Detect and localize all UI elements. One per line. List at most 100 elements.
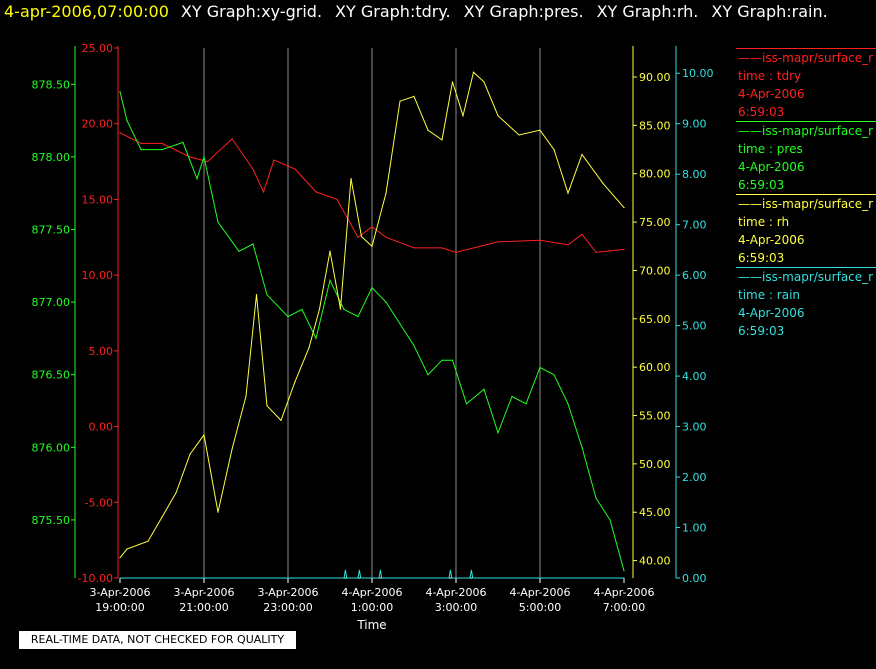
rh-y-tick-label: 50.00 [639,458,671,471]
rain-y-tick-label: 7.00 [682,219,707,232]
rain-data-point [344,569,346,572]
tdry-y-tick-label: 5.00 [89,345,114,358]
legend-time: 6:59:03 [738,105,785,119]
rain-y-tick-label: 5.00 [682,320,707,333]
rh-data-point [553,149,555,151]
rh-y-tick-label: 75.00 [639,216,671,229]
x-tick-label-time: 3:00:00 [435,601,477,614]
tdry-data-point [371,226,373,228]
pres-data-point [441,359,443,361]
header-title-tdry: XY Graph:tdry. [335,2,451,21]
legend-time: 6:59:03 [738,251,785,265]
rh-data-point [318,308,321,310]
legend-series-name: ——iss-mapr/surface_r [738,124,874,138]
x-tick-label-date: 4-Apr-2006 [341,586,402,599]
rain-data-point [343,577,345,579]
pres-data-point [553,374,555,376]
x-tick-label-time: 7:00:00 [603,601,645,614]
pres-data-point [497,432,499,434]
legend-variable: time : rh [738,215,790,229]
tdry-y-tick-label: 25.00 [82,42,114,55]
rh-y-tick-label: 60.00 [639,361,671,374]
legend-time: 6:59:03 [738,324,785,338]
pres-y-tick-label: 877.00 [32,296,71,309]
rh-data-point [147,540,149,542]
legend-entry-tdry: ——iss-mapr/surface_r time : tdry 4-Apr-2… [736,48,876,121]
pres-data-point [182,141,184,143]
pres-data-point [623,570,625,572]
rain-y-tick-label: 0.00 [682,572,707,585]
rh-data-point [483,81,485,83]
rh-data-point [472,71,475,73]
rh-data-point [231,448,233,450]
rain-data-point [451,577,453,579]
rain-y-tick-label: 3.00 [682,421,707,434]
tdry-data-point [140,142,142,144]
rh-data-point [217,511,219,513]
rain-data-point [378,577,380,579]
rh-data-point [339,308,342,310]
rh-data-point [518,134,520,136]
pres-data-point [343,308,345,310]
legend-date: 4-Apr-2006 [738,306,805,320]
pres-data-point [126,120,128,122]
tdry-data-point [252,168,254,170]
legend-date: 4-Apr-2006 [738,87,805,101]
tdry-data-point [294,168,296,170]
rh-data-point [539,129,541,131]
pres-y-tick-label: 876.00 [32,441,71,454]
rh-y-tick-label: 85.00 [639,119,671,132]
pres-data-point [525,403,527,405]
header-date: 4-apr-2006,07:00:00 [4,2,169,21]
x-tick-label-date: 4-Apr-2006 [509,586,570,599]
rain-y-tick-label: 4.00 [682,370,707,383]
tdry-y-tick-label: 20.00 [82,118,114,131]
x-tick-label-time: 21:00:00 [179,601,228,614]
tdry-data-point [623,248,625,250]
legend-variable: time : pres [738,142,803,156]
rain-y-tick-label: 8.00 [682,168,707,181]
pres-data-point [287,316,289,318]
legend-entry-pres: ——iss-mapr/surface_r time : pres 4-Apr-2… [736,121,876,194]
rain-data-point [470,569,472,572]
pres-series-line [119,91,625,571]
pres-data-point [465,403,468,405]
pres-y-tick-label: 878.50 [32,78,71,91]
tdry-data-point [189,156,191,158]
pres-data-point [238,250,240,252]
pres-data-point [329,279,331,281]
pres-data-point [385,301,387,303]
rh-data-point [567,192,569,194]
pres-data-point [451,359,454,361]
pres-data-point [357,316,359,318]
pres-data-point [595,497,597,499]
x-tick-label-date: 3-Apr-2006 [173,586,234,599]
pres-data-point [119,91,121,93]
pres-y-tick-label: 875.50 [32,514,71,527]
tdry-data-point [539,239,541,241]
rh-data-point [245,395,247,397]
legend-series-name: ——iss-mapr/surface_r [738,197,874,211]
rh-y-tick-label: 45.00 [639,506,671,519]
rain-data-point [469,577,471,579]
tdry-y-tick-label: -10.00 [78,572,113,585]
pres-data-point [196,178,198,180]
header-title-pres: XY Graph:pres. [463,2,584,21]
rh-y-tick-label: 55.00 [639,410,671,423]
rh-y-tick-label: 70.00 [639,264,671,277]
rh-data-point [350,178,352,180]
pres-data-point [217,221,219,223]
legend-entry-rh: ——iss-mapr/surface_r time : rh 4-Apr-200… [736,194,876,267]
legend-series-name: ——iss-mapr/surface_r [738,51,874,65]
tdry-data-point [119,132,121,134]
rh-y-tick-label: 65.00 [639,313,671,326]
rh-data-point [581,153,583,155]
pres-data-point [266,294,268,296]
pres-y-tick-label: 877.50 [32,224,71,237]
x-tick-label-time: 1:00:00 [351,601,393,614]
rain-data-point [449,569,451,572]
pres-data-point [161,149,163,151]
rain-data-point [381,577,383,579]
tdry-data-point [441,247,443,249]
rh-data-point [203,434,205,436]
